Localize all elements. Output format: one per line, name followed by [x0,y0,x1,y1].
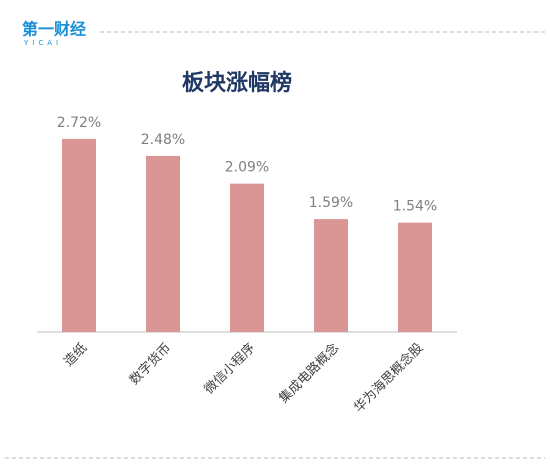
bar [398,222,432,332]
bar [62,138,96,332]
value-label: 2.09% [225,160,269,176]
value-label: 2.48% [141,132,185,148]
bar [314,219,348,332]
brand-logo: 第一财经 [22,20,86,39]
brand-sub: YICAI [23,39,62,47]
chart-title: 板块涨幅榜 [182,70,292,96]
bar [146,155,180,332]
x-tick-label: 造纸 [61,341,90,370]
x-tick-label: 微信小程序 [202,341,259,398]
bar [230,183,264,332]
value-label: 2.72% [57,115,101,131]
value-label: 1.59% [309,195,353,211]
x-tick-label: 华为海思概念股 [351,340,427,416]
value-label: 1.54% [393,199,437,215]
x-tick-label: 数字货币 [126,340,174,388]
x-tick-label: 集成电路概念 [276,340,342,406]
